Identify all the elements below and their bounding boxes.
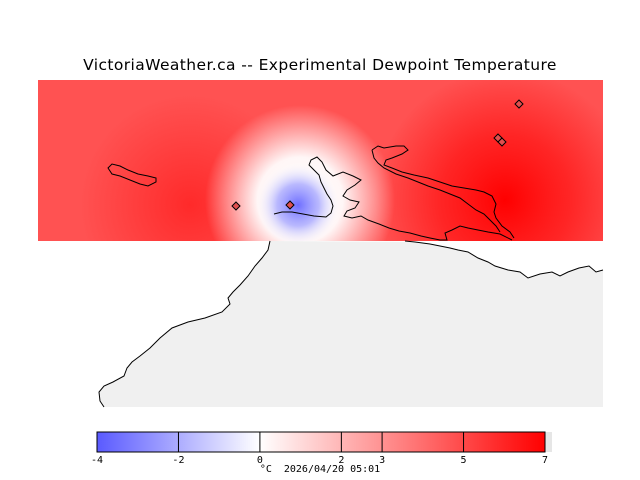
colorbar-tick-label: 7: [541, 455, 549, 466]
colorbar-tick-label: 5: [460, 455, 467, 466]
station-marker: [514, 99, 524, 109]
colorbar-ticks: [96, 432, 546, 452]
coastline-vancouver-island: [273, 156, 513, 241]
coastline-mainland: [371, 145, 515, 239]
footer-line: °C 2026/04/20 05:01: [0, 464, 640, 475]
station-marker: [285, 200, 295, 210]
unit-label: °C: [259, 464, 272, 475]
colorbar-tick-label: 0: [256, 455, 263, 466]
coastline-peninsula: [98, 240, 271, 408]
colorbar-shadow: [545, 432, 552, 452]
colorbar-tick-label: 2: [338, 455, 345, 466]
colorbar-gradient: [97, 432, 545, 452]
land-mass: [99, 241, 603, 407]
colorbar-tick-label: -4: [90, 455, 104, 466]
station-marker: [231, 201, 241, 211]
station-markers: [231, 99, 524, 211]
timestamp: 2026/04/20 05:01: [283, 464, 381, 475]
coastline-mainland-inner: [371, 149, 501, 233]
map-title: VictoriaWeather.ca -- Experimental Dewpo…: [83, 56, 557, 74]
coastline-south: [404, 240, 604, 279]
colorbar: [96, 431, 552, 453]
island-outline-west: [107, 163, 157, 187]
colorbar-tick-label: -2: [172, 455, 185, 466]
station-marker: [497, 137, 507, 147]
colorbar-tick-label: 3: [379, 455, 386, 466]
